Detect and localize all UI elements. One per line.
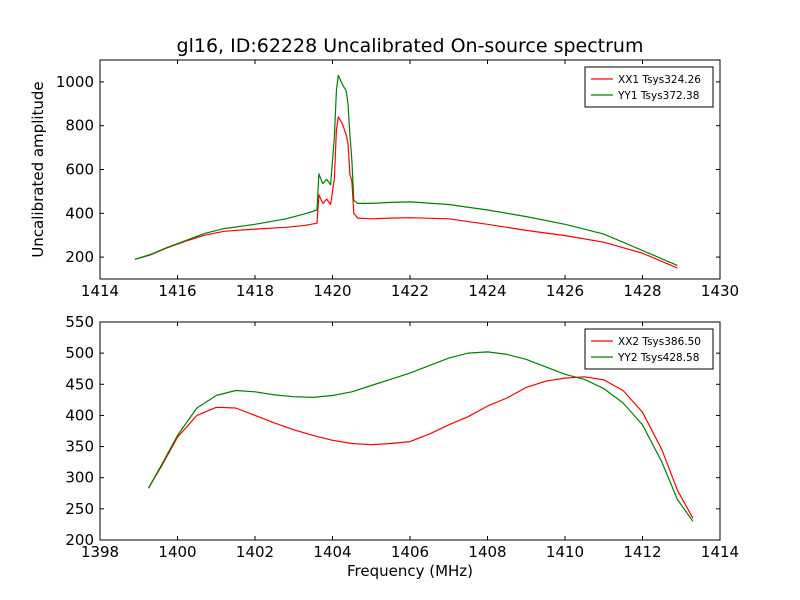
x-tick-label: 1406 (391, 543, 429, 561)
x-tick-label: 1410 (546, 543, 584, 561)
y-tick-label: 500 (65, 344, 94, 362)
legend: XX1 Tsys324.26 YY1 Tsys372.38 (584, 66, 714, 108)
legend-entry: XX1 Tsys324.26 (618, 74, 701, 86)
x-tick-label: 1428 (623, 282, 661, 300)
x-tick-label: 1398 (81, 543, 119, 561)
y-tick-label: 300 (65, 469, 94, 487)
y-tick-label: 800 (65, 117, 94, 135)
series-line-0-0 (134, 116, 678, 269)
legend-entry: YY1 Tsys372.38 (617, 90, 699, 102)
top-chart-panel: 1414 1416 1418 1420 1422 1424 1426 1428 1430 200 4… (29, 35, 739, 300)
bottom-chart-panel: 1398 1400 1402 1404 1406 1408 1410 1412 1414 200 2… (65, 313, 739, 580)
x-tick-label: 1418 (236, 282, 274, 300)
x-tick-label: 1420 (313, 282, 351, 300)
x-tick-label: 1412 (623, 543, 661, 561)
x-tick-label: 1402 (236, 543, 274, 561)
legend-box (584, 66, 714, 108)
x-tick-label: 1408 (468, 543, 506, 561)
x-tick-label: 1424 (468, 282, 506, 300)
x-axis-label: Frequency (MHz) (347, 562, 473, 580)
legend-entry: XX2 Tsys386.50 (618, 336, 701, 348)
y-tick-label: 400 (65, 406, 94, 424)
y-tick-label: 550 (65, 313, 94, 331)
y-axis-label: Uncalibrated amplitude (29, 81, 47, 257)
x-tick-label: 1416 (158, 282, 196, 300)
y-tick-label: 1000 (56, 73, 94, 91)
y-tick-label: 350 (65, 438, 94, 456)
series-line-0-1 (134, 74, 678, 266)
x-tick-label: 1426 (546, 282, 584, 300)
series-line-1-1 (147, 351, 694, 522)
x-tick-label: 1414 (701, 543, 739, 561)
y-tick-label: 200 (65, 248, 94, 266)
x-tick-label: 1404 (313, 543, 351, 561)
x-tick-label: 1422 (391, 282, 429, 300)
y-tick-label: 400 (65, 204, 94, 222)
y-tick-label: 450 (65, 375, 94, 393)
y-tick-label: 600 (65, 161, 94, 179)
y-tick-label: 200 (65, 531, 94, 549)
legend-box (584, 328, 714, 370)
x-tick-label: 1430 (701, 282, 739, 300)
x-tick-label: 1400 (158, 543, 196, 561)
series-line-1-0 (147, 376, 694, 519)
legend: XX2 Tsys386.50 YY2 Tsys428.58 (584, 328, 714, 370)
x-tick-label: 1414 (81, 282, 119, 300)
legend-entry: YY2 Tsys428.58 (617, 352, 699, 364)
y-tick-label: 250 (65, 500, 94, 518)
chart-title: gl16, ID:62228 Uncalibrated On-source sp… (177, 35, 644, 57)
